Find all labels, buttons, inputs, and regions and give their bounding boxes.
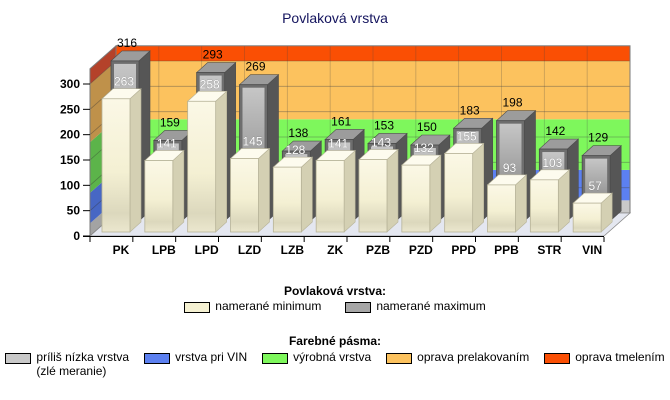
bar-min-STR xyxy=(529,169,571,233)
bar-min-PPB xyxy=(486,174,528,233)
bands-legend-item: oprava prelakovaním xyxy=(386,350,530,365)
x-category-label: PPB xyxy=(494,243,519,257)
bands-legend-label: príliš nízka vrstva (zlé meranie) xyxy=(36,350,130,378)
series-legend: namerané minimum namerané maximum xyxy=(0,299,670,314)
bands-legend-item: príliš nízka vrstva (zlé meranie) xyxy=(5,350,130,379)
bar-min-PPD xyxy=(443,142,485,233)
coating-bar-chart: 0 50 100 150 200 250 300 PK LPB LPD LZD LZB ZK PZB PZD… xyxy=(60,36,632,257)
bands-legend-label: oprava tmelením xyxy=(575,350,665,364)
x-category-label: STR xyxy=(537,243,561,257)
series-legend-heading: Povlaková vrstva: xyxy=(283,284,387,298)
bar-min-value: 258 xyxy=(200,77,220,91)
x-axis: PK LPB LPD LZD LZB ZK PZB PZD PPD PPB STR VIN xyxy=(83,236,605,257)
bar-min-VIN xyxy=(572,192,613,233)
bars xyxy=(101,50,622,233)
y-tick-label: 50 xyxy=(67,204,81,218)
bar-min-ZK xyxy=(315,149,356,233)
x-category-label: PK xyxy=(113,243,130,257)
bar-min-LPD xyxy=(186,90,228,233)
bar-min-value: 141 xyxy=(157,137,177,151)
series-legend-label: namerané maximum xyxy=(376,299,486,313)
bands-legend-swatch xyxy=(5,353,32,364)
x-category-label: LPD xyxy=(195,243,219,257)
bands-legend-item: výrobná vrstva xyxy=(262,350,372,365)
bands-legend-item: vrstva pri VIN xyxy=(144,350,248,365)
bar-min-value: 57 xyxy=(588,179,602,193)
bar-min-PZB xyxy=(358,148,399,233)
bar-min-value: 143 xyxy=(371,136,391,150)
y-axis: 0 50 100 150 200 250 300 xyxy=(60,77,90,243)
series-legend-item: namerané minimum xyxy=(184,299,322,314)
bar-min-value: 263 xyxy=(114,75,134,89)
bands-legend-swatch xyxy=(262,353,289,364)
bar-max-value: 293 xyxy=(203,48,223,62)
series-legend-item: namerané maximum xyxy=(345,299,486,314)
y-tick-label: 100 xyxy=(60,178,80,192)
x-category-label: LZB xyxy=(281,243,305,257)
series-legend-swatch xyxy=(184,302,211,313)
chart-title: Povlaková vrstva xyxy=(282,10,388,26)
bar-min-value: 93 xyxy=(503,161,517,175)
bar-max-value: 138 xyxy=(288,126,308,140)
bar-max-value: 159 xyxy=(160,115,180,129)
bar-min-LPB xyxy=(144,149,185,233)
bar-min-value: 128 xyxy=(285,143,305,157)
x-category-label: PZB xyxy=(366,243,390,257)
bands-legend-swatch xyxy=(386,353,413,364)
bar-min-value: 141 xyxy=(328,137,348,151)
y-tick-label: 150 xyxy=(60,153,80,167)
y-tick-label: 300 xyxy=(60,77,80,91)
series-legend-label: namerané minimum xyxy=(215,299,322,313)
bands-legend-item: oprava tmelením xyxy=(544,350,665,365)
y-tick-label: 200 xyxy=(60,128,80,142)
bands-legend-label: výrobná vrstva xyxy=(293,350,372,364)
bar-max-value: 198 xyxy=(502,96,522,110)
x-category-label: PPD xyxy=(451,243,476,257)
bar-max-value: 161 xyxy=(331,114,351,128)
bands-legend-heading: Farebné pásma: xyxy=(288,334,382,348)
bar-min-PZD xyxy=(401,154,442,233)
bands-legend-swatch xyxy=(144,353,171,364)
bands-legend-label: oprava prelakovaním xyxy=(417,350,530,364)
bar-min-LZD xyxy=(229,147,271,233)
bar-max-value: 153 xyxy=(374,118,394,132)
series-legend-swatch xyxy=(345,302,372,313)
bands-legend: príliš nízka vrstva (zlé meranie) vrstva p… xyxy=(0,350,670,379)
bar-max-value: 142 xyxy=(545,124,565,138)
bar-min-LZB xyxy=(272,156,314,233)
bar-max-value: 183 xyxy=(460,103,480,117)
bar-min-value: 155 xyxy=(457,129,477,143)
x-category-label: LZD xyxy=(238,243,262,257)
bar-min-value: 145 xyxy=(242,135,262,149)
bar-min-value: 132 xyxy=(414,141,434,155)
bar-max-value: 269 xyxy=(245,60,265,74)
y-tick-label: 0 xyxy=(73,229,80,243)
bar-min-PK xyxy=(101,88,142,233)
bar-max-value: 129 xyxy=(588,131,608,145)
x-category-label: ZK xyxy=(327,243,343,257)
bar-max-value: 150 xyxy=(417,120,437,134)
bar-max-value: 316 xyxy=(117,36,137,50)
bar-min-value: 103 xyxy=(542,156,562,170)
bands-legend-label: vrstva pri VIN xyxy=(175,350,248,364)
value-labels: 263 316 141 159 258 293 145 269 128 138 141 161 143 1… xyxy=(114,36,609,193)
x-category-label: VIN xyxy=(582,243,602,257)
x-category-label: PZD xyxy=(409,243,433,257)
bands-legend-swatch xyxy=(544,353,571,364)
x-category-label: LPB xyxy=(152,243,176,257)
y-tick-label: 250 xyxy=(60,102,80,116)
